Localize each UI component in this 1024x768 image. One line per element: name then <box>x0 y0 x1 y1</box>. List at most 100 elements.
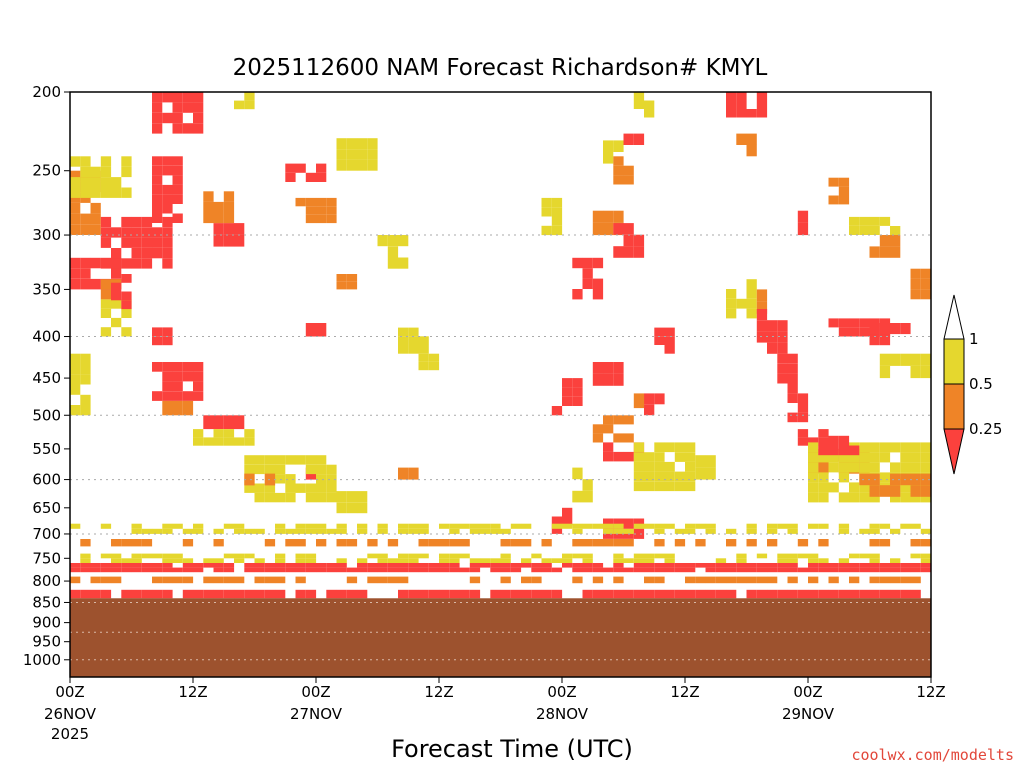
surface-cell-low <box>541 563 552 568</box>
ri-cell-low <box>797 393 809 403</box>
ri-cell-low <box>162 184 173 195</box>
surface-cell-low <box>162 567 173 573</box>
ri-cell-mid <box>746 133 757 145</box>
ri-cell-high <box>254 464 265 475</box>
ri-cell-low <box>152 391 163 401</box>
surface-cell-low <box>685 589 696 599</box>
ri-cell-high <box>685 452 696 462</box>
surface-cell-low <box>777 589 788 599</box>
ri-cell-high <box>818 472 829 483</box>
surface-cell-low <box>100 567 112 573</box>
surface-cell-mid <box>213 576 224 584</box>
surface-cell-high <box>398 523 409 529</box>
ri-cell-high <box>674 471 686 482</box>
surface-cell-high <box>193 528 204 534</box>
ri-cell-low <box>633 234 645 247</box>
ri-cell-mid <box>613 156 624 166</box>
surface-cell-mid <box>111 539 122 547</box>
ri-cell-high <box>695 467 706 480</box>
ri-cell-low <box>664 336 675 345</box>
ri-cell-low <box>572 378 583 388</box>
surface-cell-mid <box>756 576 768 584</box>
surface-cell-low <box>398 567 409 573</box>
ri-cell-high <box>367 138 378 149</box>
surface-cell-mid <box>900 576 911 584</box>
surface-cell-high <box>141 528 153 534</box>
ri-cell-mid <box>100 289 112 300</box>
ri-cell-high <box>70 353 81 364</box>
surface-cell-low <box>295 589 306 599</box>
ri-cell-mid <box>920 473 932 486</box>
surface-cell-high <box>234 558 245 563</box>
ri-cell-mid <box>890 485 901 497</box>
legend-label: 0.5 <box>969 375 993 393</box>
surface-cell-low <box>849 589 860 599</box>
surface-cell-mid <box>387 576 399 584</box>
ri-cell-mid <box>603 222 614 236</box>
surface-cell-mid <box>849 576 860 584</box>
ri-cell-low <box>285 172 296 182</box>
ri-cell-low <box>756 309 768 321</box>
surface-cell-low <box>203 563 214 568</box>
surface-cell-mid <box>387 539 399 547</box>
ri-cell-high <box>808 472 819 483</box>
surface-cell-low <box>746 567 757 573</box>
surface-cell-high <box>490 528 501 534</box>
ri-cell-low <box>234 223 245 235</box>
ri-cell-low <box>80 278 91 290</box>
ri-cell-high <box>275 464 286 475</box>
ri-cell-high <box>541 207 552 217</box>
ri-cell-low <box>70 278 81 290</box>
surface-cell-mid <box>726 539 737 547</box>
ri-cell-mid <box>613 433 624 443</box>
surface-cell-low <box>541 589 552 599</box>
surface-cell-low <box>213 563 224 568</box>
ri-cell-high <box>264 464 276 475</box>
ri-cell-high <box>244 464 255 475</box>
ri-cell-high <box>644 452 655 462</box>
surface-cell-low <box>808 567 819 573</box>
surface-cell-low <box>490 563 501 568</box>
x-axis: 00Z 26NOV 2025 12Z 00Z 27NOV 12Z 00Z 28NOV 12Z 00Z… <box>44 677 946 743</box>
ri-cell-high <box>100 166 112 178</box>
surface-cell-low <box>418 589 429 599</box>
ri-cell-low <box>121 300 132 310</box>
surface-cell-low <box>531 563 542 568</box>
surface-cell-low <box>121 567 132 573</box>
ri-cell-high <box>828 482 839 493</box>
ri-cell-low <box>592 362 604 374</box>
surface-cell-low <box>285 563 296 568</box>
surface-cell-mid <box>726 576 737 584</box>
ri-cell-high <box>111 177 122 188</box>
surface-cell-low <box>592 589 604 599</box>
surface-cell-high <box>777 558 788 563</box>
surface-cell-mid <box>398 576 409 584</box>
surface-cell-high <box>121 558 132 563</box>
surface-cell-low <box>613 567 624 573</box>
surface-cell-low <box>449 563 460 568</box>
ri-cell-high <box>541 225 552 236</box>
surface-cell-low <box>592 563 604 568</box>
surface-cell-high <box>633 523 645 529</box>
ri-cell-high <box>121 166 132 178</box>
ri-cell-high <box>664 481 675 492</box>
surface-cell-high <box>572 553 583 559</box>
surface-cell-high <box>879 523 891 529</box>
surface-cell-high <box>398 553 409 559</box>
surface-cell-mid <box>879 576 891 584</box>
surface-cell-low <box>459 589 470 599</box>
surface-cell-high <box>767 528 778 534</box>
surface-cell-high <box>920 528 932 534</box>
ri-cell-mid <box>603 415 614 425</box>
surface-cell-high <box>623 528 634 534</box>
surface-cell-high <box>787 558 798 563</box>
ri-cell-high <box>100 156 112 167</box>
ri-cell-low <box>111 282 122 292</box>
surface-cell-high <box>213 558 224 563</box>
surface-cell-high <box>582 523 593 529</box>
surface-cell-high <box>408 558 419 563</box>
surface-cell-high <box>316 523 327 529</box>
surface-cell-high <box>172 523 183 529</box>
ri-cell-high <box>70 384 81 395</box>
surface-cell-low <box>90 563 101 568</box>
